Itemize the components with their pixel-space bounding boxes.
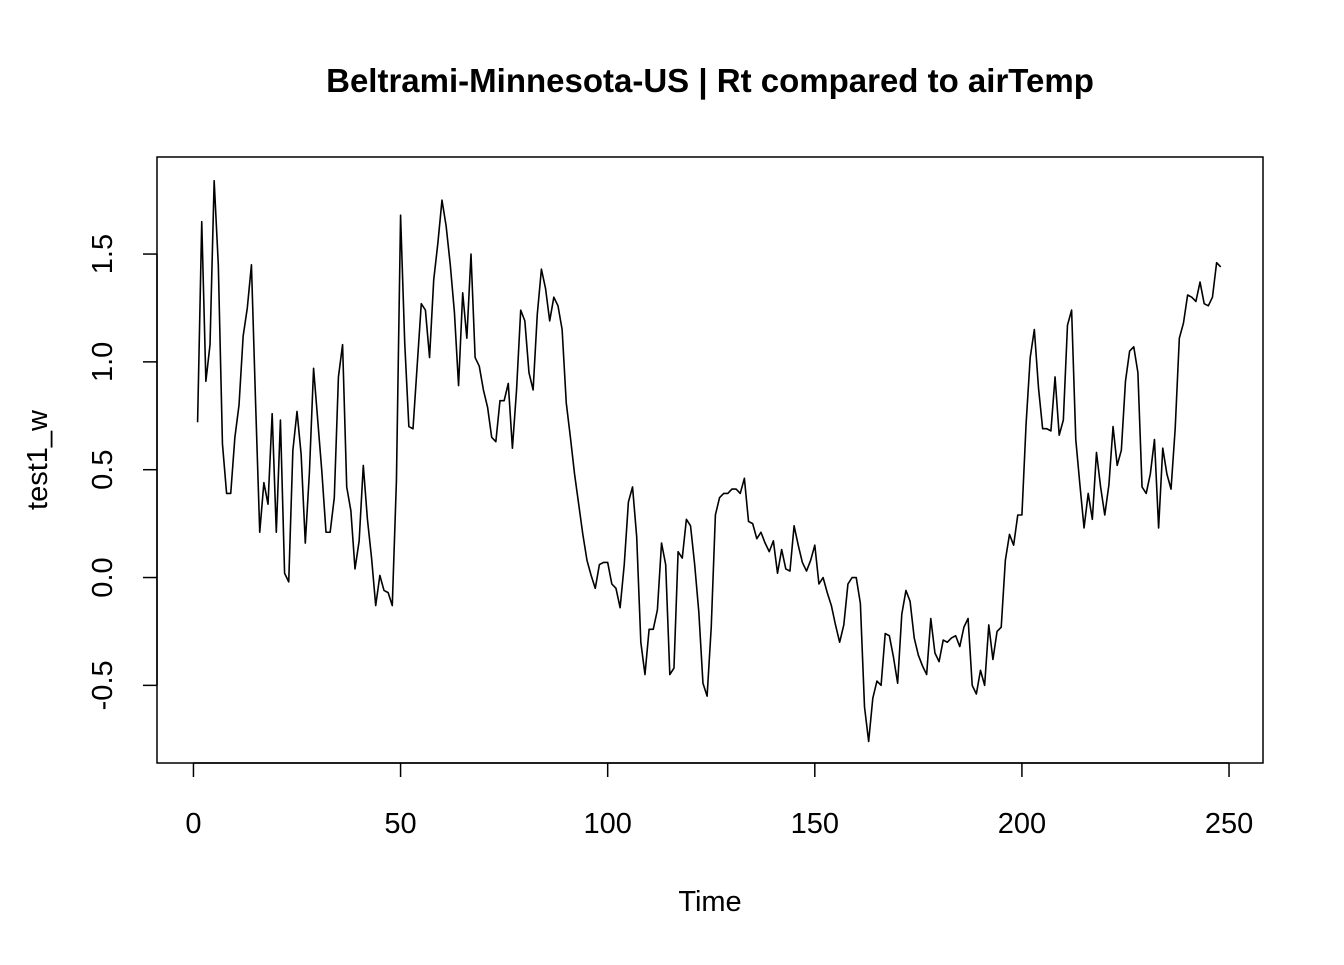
y-tick-label: 0.5 [87,450,119,490]
x-tick-label: 0 [185,808,201,840]
axes: 0 50 100 150 200 250 -0.5 0.0 0.5 1.0 1.5 [87,234,1253,840]
plot-area [156,156,1264,764]
x-tick-label: 250 [1205,808,1253,840]
y-tick-label: 1.5 [87,234,119,274]
series-line-0 [196,179,1222,743]
x-tick-label: 100 [583,808,631,840]
x-axis-label: Time [678,886,741,918]
x-tick-label: 150 [791,808,839,840]
y-tick-label: 1.0 [87,342,119,382]
x-tick-label: 50 [384,808,416,840]
y-tick-label: -0.5 [87,660,119,710]
chart-title: Beltrami-Minnesota-US | Rt compared to a… [326,62,1094,99]
y-axis-label: test1_w [22,409,54,510]
x-tick-label: 200 [998,808,1046,840]
y-tick-label: 0.0 [87,557,119,597]
